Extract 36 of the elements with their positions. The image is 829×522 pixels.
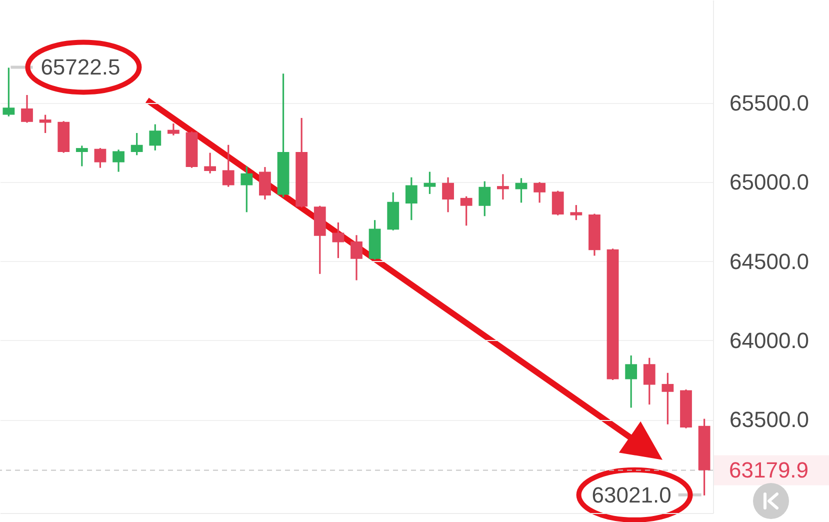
candlestick bbox=[515, 177, 528, 204]
candlestick bbox=[21, 94, 33, 124]
candlestick bbox=[240, 165, 253, 213]
candlestick bbox=[167, 122, 180, 136]
candlestick bbox=[534, 181, 546, 204]
candlestick bbox=[222, 144, 234, 188]
candlestick bbox=[149, 123, 162, 152]
y-tick-label: 65500.0 bbox=[730, 90, 810, 116]
candlestick bbox=[442, 176, 454, 213]
candlestick bbox=[405, 176, 418, 221]
candlestick bbox=[552, 190, 564, 216]
candlestick bbox=[478, 180, 491, 217]
candlestick bbox=[94, 147, 106, 169]
candlestick bbox=[496, 173, 509, 200]
y-tick-label: 63500.0 bbox=[730, 407, 810, 432]
annotation: 65722.5 bbox=[40, 54, 120, 80]
candlestick bbox=[570, 204, 582, 221]
candlestick bbox=[2, 66, 15, 118]
candlestick bbox=[112, 148, 124, 173]
candlestick bbox=[460, 196, 472, 226]
candlestick bbox=[259, 166, 271, 200]
annotation: 63021.0 bbox=[592, 482, 672, 508]
y-tick-label: 65000.0 bbox=[730, 170, 810, 195]
candlestick bbox=[332, 222, 344, 259]
candlestick bbox=[76, 144, 88, 168]
candlestick bbox=[625, 354, 638, 409]
candlestick bbox=[204, 152, 216, 174]
candlestick bbox=[130, 132, 143, 156]
y-tick-label: 64000.0 bbox=[730, 328, 810, 353]
y-tick-label: 64500.0 bbox=[730, 248, 810, 274]
candlestick bbox=[39, 114, 52, 134]
candlestick bbox=[662, 372, 674, 426]
ref-line-label: 63179.9 bbox=[729, 457, 809, 482]
candlestick bbox=[424, 170, 436, 195]
candlestick bbox=[643, 357, 656, 406]
candlestick bbox=[350, 234, 362, 282]
